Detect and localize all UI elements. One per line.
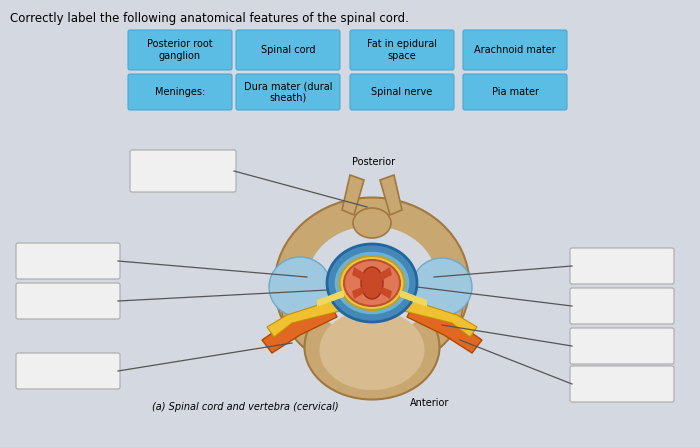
- Polygon shape: [267, 300, 340, 337]
- Text: Dura mater (dural
sheath): Dura mater (dural sheath): [244, 81, 332, 103]
- Ellipse shape: [319, 310, 424, 390]
- Polygon shape: [400, 290, 427, 307]
- Polygon shape: [407, 303, 482, 353]
- Ellipse shape: [361, 267, 383, 299]
- FancyBboxPatch shape: [128, 30, 232, 70]
- Text: Anterior: Anterior: [410, 398, 449, 408]
- Polygon shape: [380, 287, 392, 299]
- Ellipse shape: [274, 198, 470, 372]
- Ellipse shape: [334, 251, 410, 315]
- FancyBboxPatch shape: [463, 30, 567, 70]
- FancyBboxPatch shape: [130, 150, 236, 192]
- Text: Posterior: Posterior: [352, 157, 396, 167]
- Ellipse shape: [307, 226, 437, 336]
- Polygon shape: [430, 260, 467, 323]
- FancyBboxPatch shape: [350, 74, 454, 110]
- Polygon shape: [380, 267, 392, 280]
- FancyBboxPatch shape: [570, 248, 674, 284]
- FancyBboxPatch shape: [570, 366, 674, 402]
- Text: Spinal cord: Spinal cord: [260, 45, 315, 55]
- FancyBboxPatch shape: [236, 30, 340, 70]
- Text: Meninges:: Meninges:: [155, 87, 205, 97]
- Text: Pia mater: Pia mater: [491, 87, 538, 97]
- Polygon shape: [277, 260, 314, 323]
- Text: Correctly label the following anatomical features of the spinal cord.: Correctly label the following anatomical…: [10, 12, 409, 25]
- Ellipse shape: [344, 260, 400, 306]
- Text: Spinal nerve: Spinal nerve: [372, 87, 433, 97]
- FancyBboxPatch shape: [16, 353, 120, 389]
- FancyBboxPatch shape: [463, 74, 567, 110]
- Ellipse shape: [353, 208, 391, 238]
- Ellipse shape: [269, 257, 331, 317]
- Polygon shape: [352, 267, 364, 280]
- Text: (a) Spinal cord and vertebra (cervical): (a) Spinal cord and vertebra (cervical): [152, 402, 339, 412]
- FancyBboxPatch shape: [16, 243, 120, 279]
- FancyBboxPatch shape: [350, 30, 454, 70]
- Polygon shape: [352, 287, 364, 299]
- Text: Arachnoid mater: Arachnoid mater: [474, 45, 556, 55]
- Text: Fat in epidural
space: Fat in epidural space: [367, 39, 437, 61]
- Ellipse shape: [412, 258, 472, 316]
- FancyBboxPatch shape: [570, 288, 674, 324]
- Polygon shape: [317, 290, 344, 307]
- FancyBboxPatch shape: [236, 74, 340, 110]
- FancyBboxPatch shape: [16, 283, 120, 319]
- Polygon shape: [262, 303, 337, 353]
- Ellipse shape: [340, 256, 405, 310]
- Polygon shape: [342, 175, 364, 215]
- Ellipse shape: [304, 295, 440, 400]
- Text: Posterior root
ganglion: Posterior root ganglion: [147, 39, 213, 61]
- FancyBboxPatch shape: [570, 328, 674, 364]
- FancyBboxPatch shape: [128, 74, 232, 110]
- Polygon shape: [380, 175, 402, 215]
- Ellipse shape: [327, 244, 417, 322]
- Polygon shape: [404, 300, 477, 337]
